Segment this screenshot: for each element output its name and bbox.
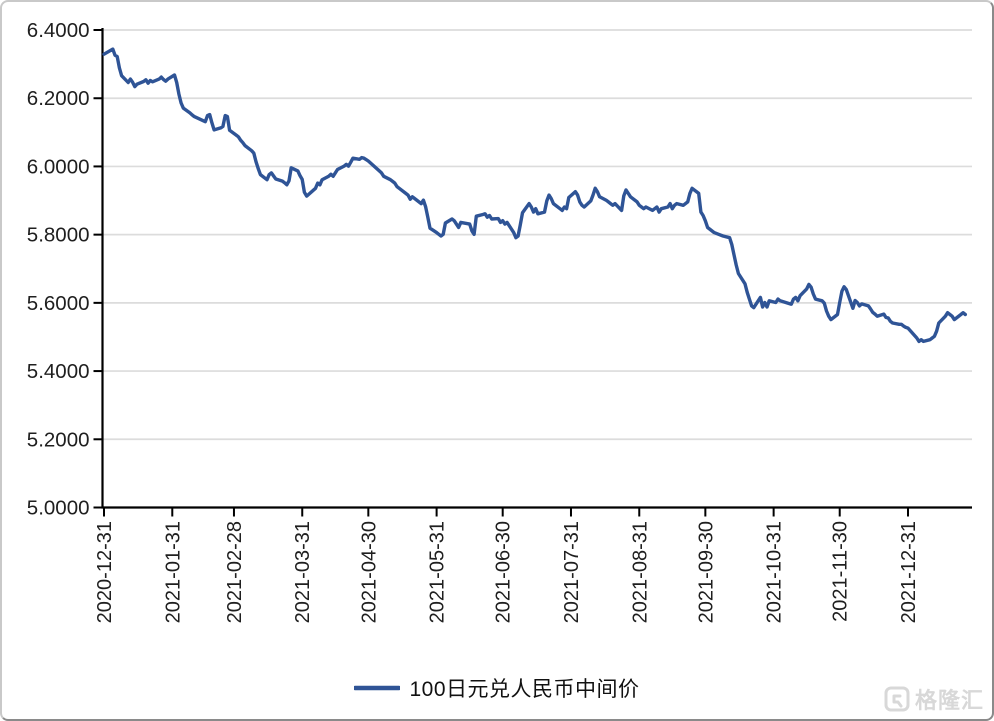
- axis-ticks: [93, 29, 909, 517]
- legend: 100日元兑人民币中间价: [2, 673, 992, 703]
- watermark-text: 格隆汇: [914, 688, 984, 713]
- x-tick-label: 2021-08-31: [629, 521, 651, 623]
- y-tick-label: 5.8000: [27, 224, 90, 247]
- y-axis-labels: 6.4000 6.2000 6.0000 5.8000 5.6000 5.4000 5.20…: [27, 19, 90, 520]
- x-tick-label: 2021-06-30: [493, 521, 515, 623]
- y-tick-label: 5.6000: [27, 292, 90, 315]
- gelonghui-logo-icon: [884, 686, 910, 712]
- y-tick-label: 6.0000: [27, 155, 90, 178]
- x-tick-label: 2021-11-30: [830, 521, 852, 622]
- x-tick-label: 2020-12-31: [94, 521, 116, 623]
- watermark-gelonghui: 格隆汇: [884, 683, 984, 715]
- legend-label: 100日元兑人民币中间价: [409, 678, 640, 701]
- legend-line-sample: [354, 685, 401, 691]
- x-tick-label: 2021-12-31: [898, 521, 920, 623]
- y-tick-label: 5.2000: [27, 428, 90, 451]
- x-tick-label: 2021-02-28: [224, 521, 246, 623]
- x-tick-label: 2021-07-31: [561, 521, 583, 623]
- y-tick-label: 5.0000: [27, 497, 90, 520]
- x-tick-label: 2021-03-31: [292, 521, 314, 623]
- gridlines: [102, 29, 972, 441]
- y-tick-label: 6.2000: [27, 87, 90, 110]
- y-tick-label: 5.4000: [27, 360, 90, 383]
- x-tick-label: 2021-05-31: [427, 521, 449, 623]
- x-tick-label: 2021-10-31: [764, 521, 786, 623]
- x-tick-label: 2021-09-30: [695, 521, 717, 623]
- x-axis-labels: 2020-12-31 2021-01-31 2021-02-28 2021-03-31…: [94, 521, 920, 623]
- x-tick-label: 2021-04-30: [358, 521, 380, 623]
- series-line: [102, 47, 967, 344]
- x-tick-label: 2021-01-31: [162, 521, 184, 623]
- y-tick-label: 6.4000: [27, 19, 90, 42]
